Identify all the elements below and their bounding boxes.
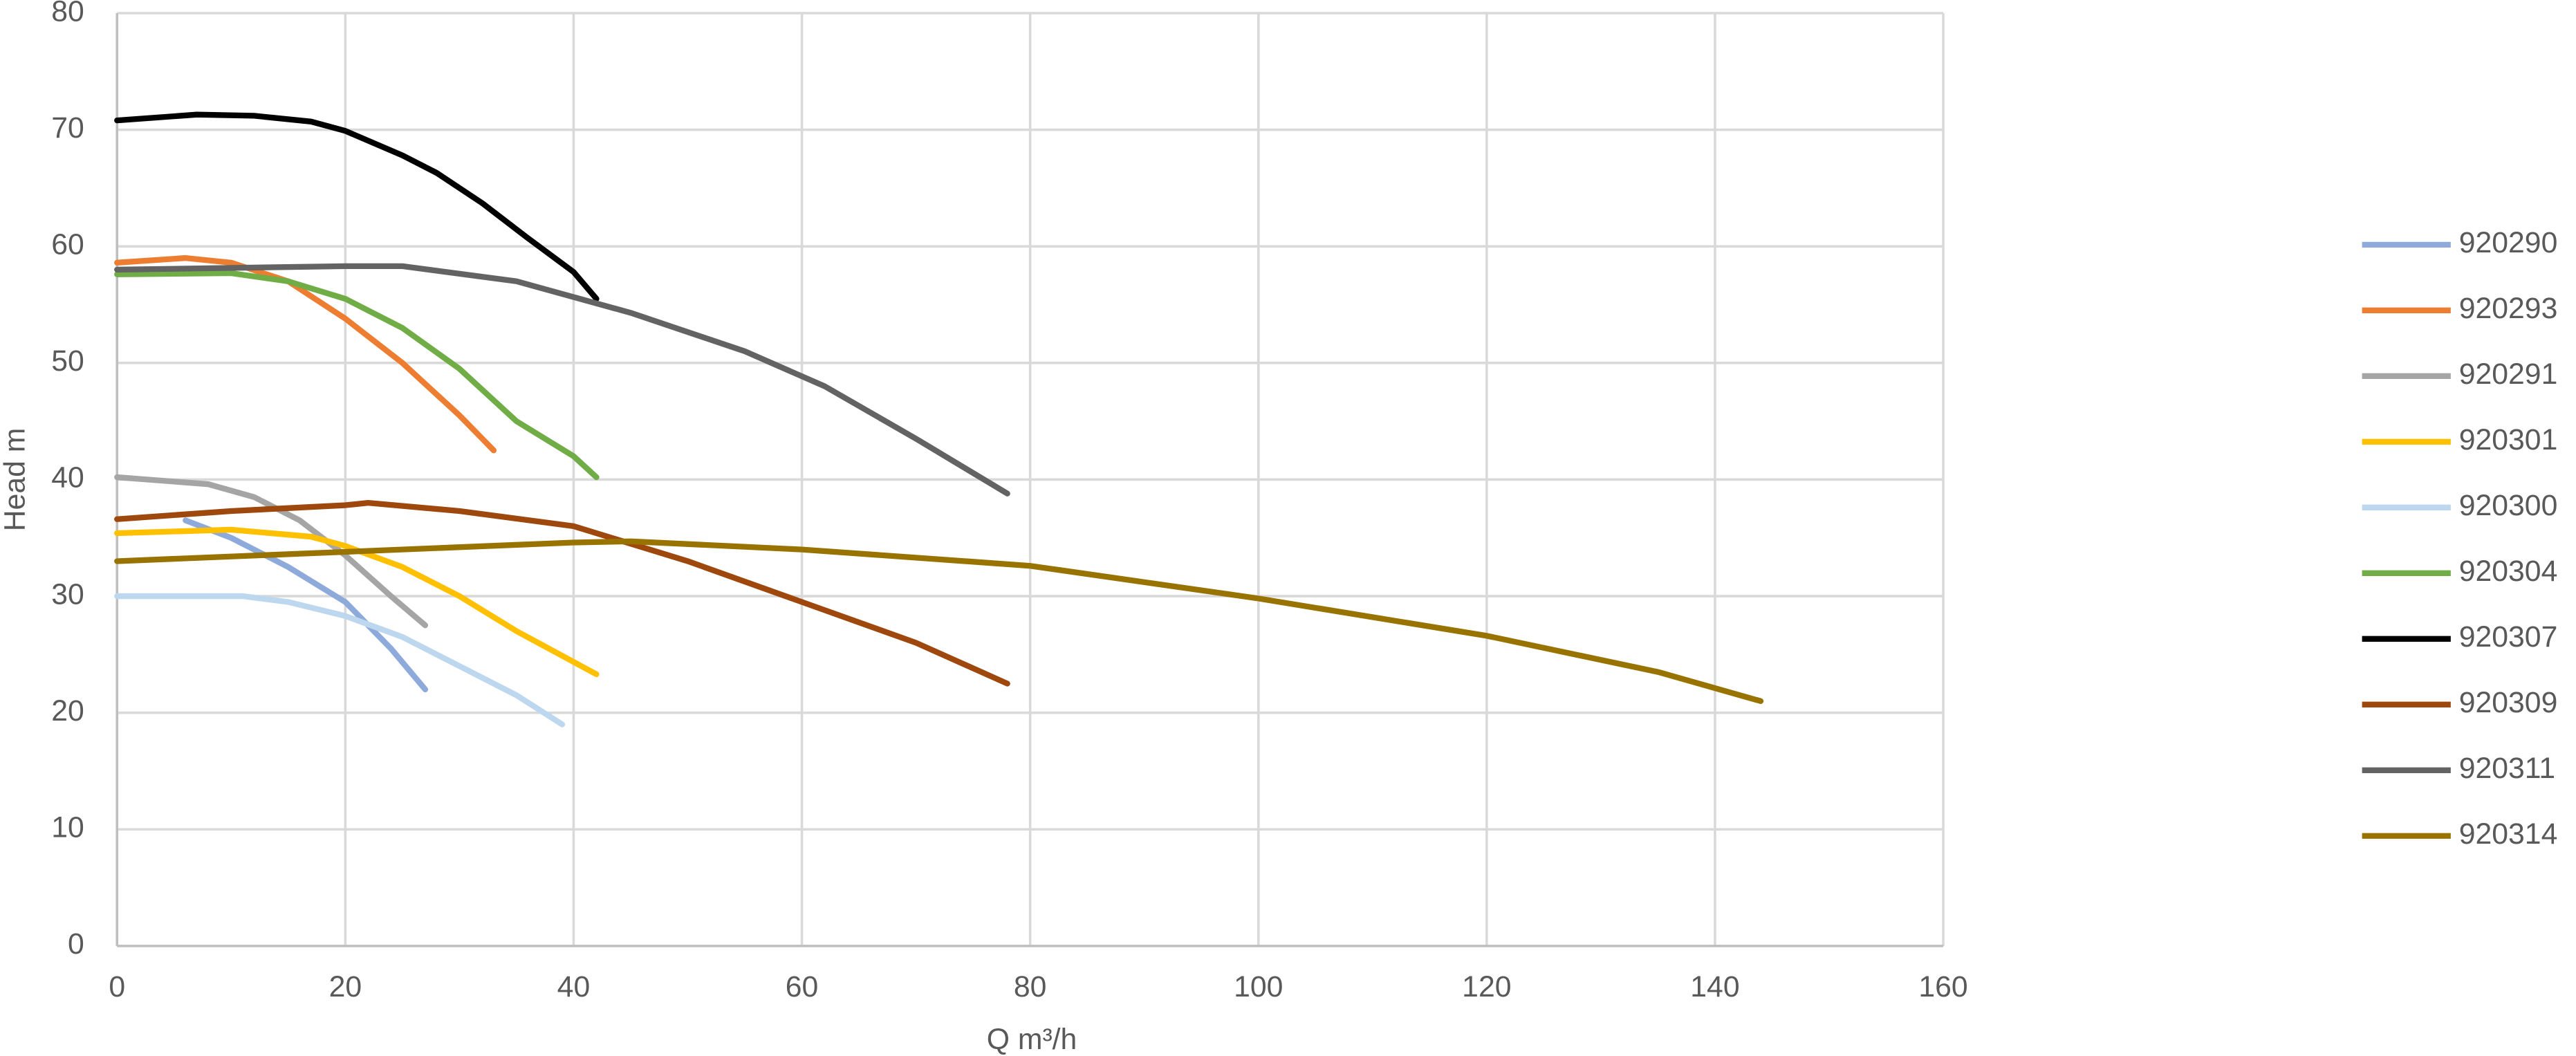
y-tick-label: 0: [68, 927, 84, 961]
x-tick-label: 80: [1014, 970, 1047, 1003]
series-line: [114, 526, 600, 678]
series-line: [183, 517, 429, 693]
legend-label: 920314: [2459, 817, 2558, 851]
x-tick-label: 60: [786, 970, 819, 1003]
legend-label: 920300: [2459, 489, 2558, 522]
series-line: [114, 111, 600, 302]
legend-label: 920290: [2459, 226, 2558, 259]
series-line: [114, 263, 1010, 497]
x-tick-label: 100: [1234, 970, 1283, 1003]
legend-label: 920307: [2459, 620, 2558, 654]
y-tick-label: 60: [51, 228, 84, 261]
y-tick-label: 80: [51, 0, 84, 28]
x-tick-label: 120: [1462, 970, 1511, 1003]
y-axis-title: Head m: [0, 428, 32, 532]
x-tick-label: 160: [1918, 970, 1967, 1003]
legend-label: 920311: [2459, 752, 2555, 785]
x-tick-label: 20: [329, 970, 362, 1003]
y-tick-label: 20: [51, 694, 84, 728]
legend-label: 920304: [2459, 555, 2558, 588]
x-tick-label: 0: [109, 970, 125, 1003]
series-line: [114, 254, 497, 454]
y-tick-label: 50: [51, 344, 84, 378]
y-tick-label: 40: [51, 461, 84, 494]
y-tick-label: 10: [51, 811, 84, 844]
series-line: [114, 474, 429, 629]
series-line: [114, 538, 1764, 704]
legend-label: 920301: [2459, 423, 2558, 456]
y-tick-label: 70: [51, 111, 84, 145]
legend-label: 920291: [2459, 358, 2558, 391]
x-tick-label: 40: [557, 970, 591, 1003]
series-line: [114, 500, 1010, 687]
x-axis-title: Q m³/h: [987, 1023, 1077, 1056]
series-line: [114, 270, 600, 481]
legend-label: 920309: [2459, 686, 2558, 719]
x-tick-label: 140: [1690, 970, 1739, 1003]
legend-label: 920293: [2459, 292, 2558, 325]
series-line: [114, 593, 566, 728]
y-tick-label: 30: [51, 577, 84, 611]
